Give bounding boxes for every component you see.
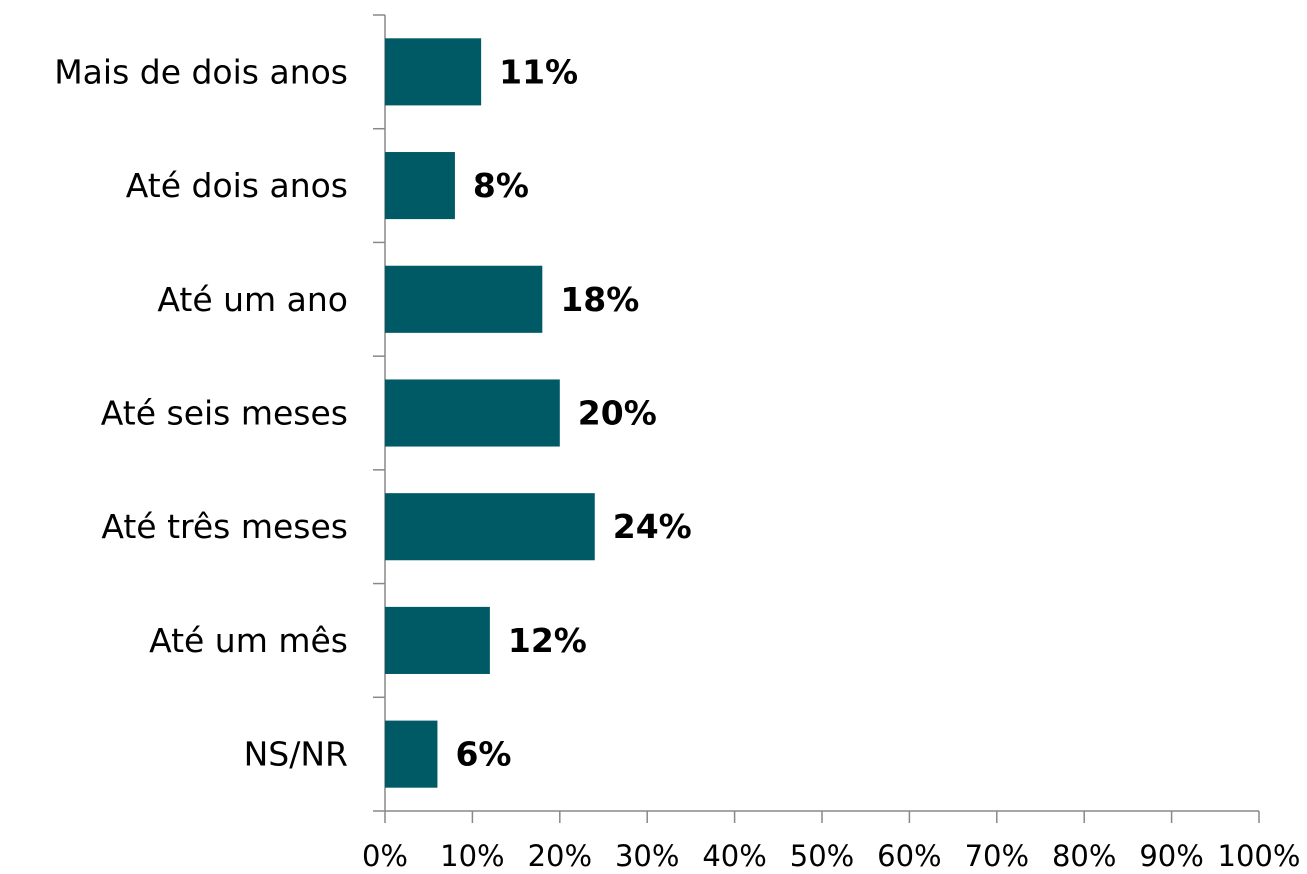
y-tick-label: NS/NR — [244, 735, 348, 774]
x-tick-label: 70% — [965, 839, 1029, 873]
value-label: 12% — [508, 621, 587, 660]
x-tick-label: 90% — [1139, 839, 1203, 873]
y-tick-label: Até seis meses — [101, 394, 348, 433]
x-tick-label: 0% — [362, 839, 408, 873]
x-tick-label: 80% — [1052, 839, 1116, 873]
x-tick-label: 30% — [615, 839, 679, 873]
value-label: 8% — [473, 166, 529, 205]
bar — [385, 152, 455, 220]
bar — [385, 493, 595, 561]
bar — [385, 606, 490, 674]
x-tick-label: 10% — [440, 839, 504, 873]
y-tick-label: Até dois anos — [126, 166, 348, 205]
bar — [385, 265, 543, 333]
bar — [385, 38, 482, 106]
x-tick-label: 50% — [790, 839, 854, 873]
value-label: 24% — [613, 507, 692, 546]
bar — [385, 379, 560, 447]
value-label: 6% — [455, 735, 511, 774]
y-tick-label: Até um mês — [149, 621, 348, 660]
x-tick-label: 40% — [702, 839, 766, 873]
value-label: 11% — [499, 52, 578, 91]
value-label: 20% — [578, 394, 657, 433]
bar — [385, 720, 438, 788]
y-tick-label: Até três meses — [101, 507, 348, 546]
y-tick-label: Até um ano — [157, 280, 348, 319]
x-tick-label: 20% — [528, 839, 592, 873]
x-tick-label: 100% — [1218, 839, 1301, 873]
value-label: 18% — [560, 280, 639, 319]
y-tick-label: Mais de dois anos — [54, 52, 348, 91]
x-tick-label: 60% — [877, 839, 941, 873]
